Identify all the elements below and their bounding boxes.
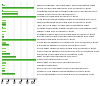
Bar xyxy=(2,20,6,21)
Bar xyxy=(2,25,6,26)
Bar xyxy=(2,14,18,15)
Bar xyxy=(2,59,36,60)
Bar xyxy=(2,36,4,37)
Bar xyxy=(2,13,18,14)
Bar xyxy=(2,60,36,61)
Bar xyxy=(2,51,6,52)
Bar xyxy=(2,56,16,57)
Bar xyxy=(2,27,3,28)
Bar xyxy=(2,73,15,74)
Bar xyxy=(2,31,6,32)
Bar xyxy=(2,34,4,35)
Bar xyxy=(2,10,3,11)
Bar xyxy=(2,42,6,44)
Bar xyxy=(2,54,10,55)
Bar xyxy=(2,71,5,72)
Bar xyxy=(2,28,6,29)
Bar xyxy=(2,45,9,46)
Bar xyxy=(2,68,5,69)
Bar xyxy=(2,24,6,25)
Bar xyxy=(2,65,5,66)
Bar xyxy=(2,7,34,8)
Bar xyxy=(2,8,34,9)
Bar xyxy=(2,16,36,17)
Bar xyxy=(2,17,36,18)
Bar xyxy=(2,62,6,64)
Bar xyxy=(2,22,6,24)
Bar xyxy=(2,57,16,58)
Bar xyxy=(2,37,4,38)
Bar xyxy=(2,4,3,5)
Bar xyxy=(2,74,15,75)
Bar xyxy=(2,39,36,40)
Bar xyxy=(2,11,18,12)
Bar xyxy=(2,40,36,41)
Bar xyxy=(2,48,6,49)
Bar xyxy=(2,5,5,6)
Bar xyxy=(2,44,9,45)
Bar xyxy=(2,70,5,71)
Bar xyxy=(2,53,10,54)
